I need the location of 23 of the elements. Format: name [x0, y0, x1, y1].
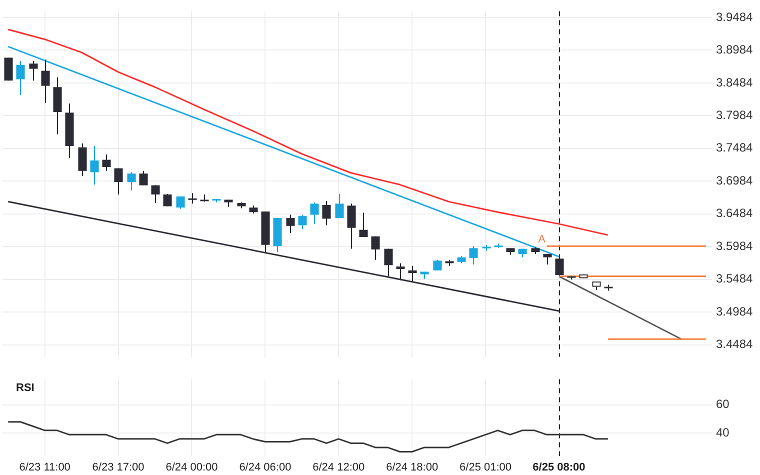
- chart-title: RSI: [16, 382, 34, 394]
- y-tick-label: 60: [716, 397, 730, 412]
- y-tick-label: 3.9484: [716, 10, 754, 24]
- x-tick-label: 6/25 08:00: [532, 462, 586, 474]
- y-tick-label: 3.5484: [716, 272, 754, 286]
- x-tick-label: 6/25 01:00: [460, 462, 512, 474]
- x-tick-label: 6/23 17:00: [92, 462, 144, 474]
- x-tick-label: 6/24 06:00: [239, 462, 292, 474]
- y-tick-label: 3.6984: [716, 173, 754, 188]
- x-tick-label: 6/23 11:00: [19, 462, 70, 474]
- y-tick-label: 3.8484: [716, 75, 754, 90]
- y-tick-label: 3.7484: [716, 140, 754, 155]
- y-tick-label: 40: [716, 426, 730, 440]
- y-tick-label: 3.8984: [716, 42, 754, 57]
- y-tick-label: 3.4984: [716, 304, 754, 318]
- y-tick-label: 3.5984: [716, 238, 754, 253]
- y-tick-label: 3.4484: [716, 337, 754, 352]
- y-tick-label: 3.6484: [716, 206, 754, 220]
- x-tick-label: 6/24 12:00: [312, 462, 365, 474]
- x-tick-label: 6/24 18:00: [386, 462, 438, 474]
- x-tick-label: 6/24 00:00: [166, 462, 218, 474]
- y-tick-label: 3.7984: [716, 108, 754, 122]
- series-label: A: [538, 234, 546, 246]
